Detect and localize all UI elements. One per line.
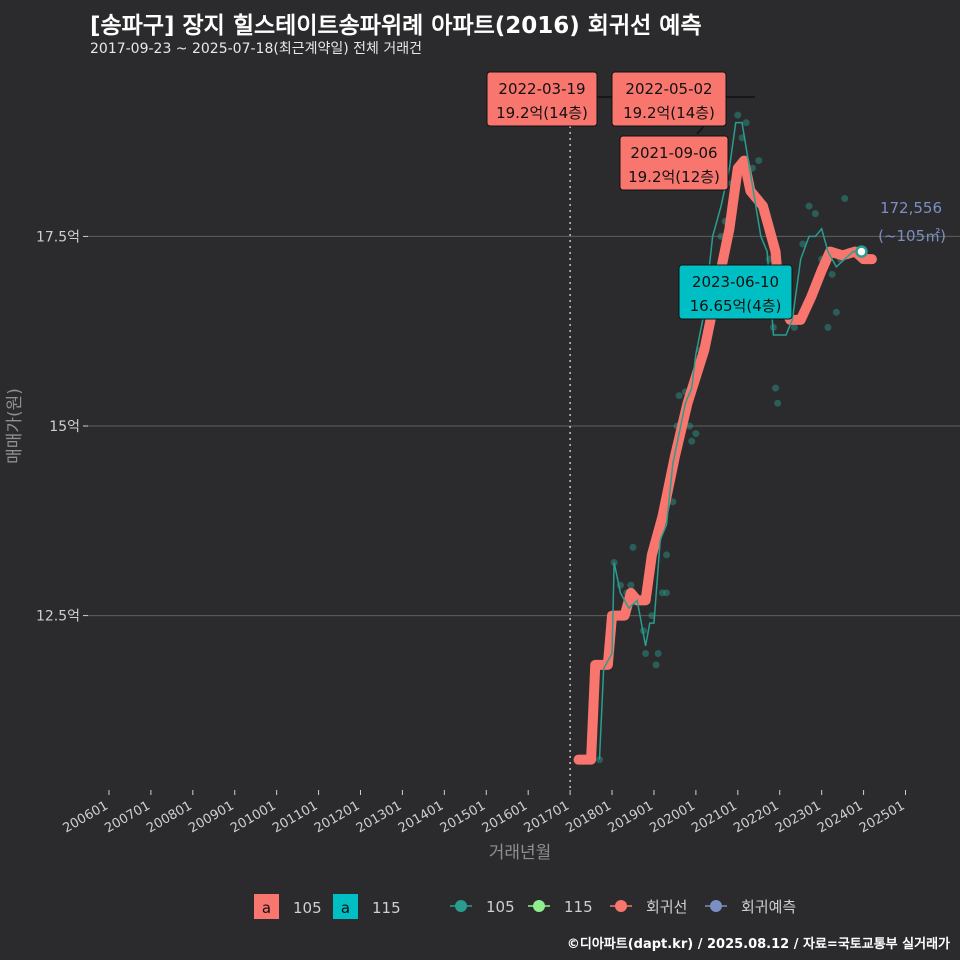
annotation-box [678, 264, 793, 320]
x-tick-label: 200801 [144, 798, 194, 836]
legend-point-key [615, 900, 627, 912]
legend-key-glyph: a [262, 899, 271, 917]
y-axis-title: 매매가(원) [5, 388, 25, 464]
y-tick-label: 17.5억 [36, 229, 80, 245]
scatter-point-105 [755, 157, 763, 165]
annotation-value: 16.65억(4층) [690, 297, 782, 315]
forecast-point [855, 245, 868, 258]
scatter-point-105 [627, 581, 635, 589]
annotation-date: 2021-09-06 [630, 144, 717, 162]
annotation-box [619, 135, 729, 191]
annotation-box [611, 71, 727, 127]
legend-label: 105 [293, 899, 322, 917]
scatter-point-105 [652, 661, 660, 669]
scatter-point-105 [774, 399, 782, 407]
legend-label: 115 [372, 899, 401, 917]
x-tick-label: 202301 [773, 798, 823, 836]
legend-point-key [455, 900, 467, 912]
scatter-point-105 [828, 270, 836, 278]
scatter-point-105 [832, 308, 840, 316]
chart-subtitle: 2017-09-23 ~ 2025-07-18(최근계약일) 전체 거래건 [90, 41, 422, 57]
forecast-value-label: 172,556 [880, 199, 942, 217]
x-tick-label: 201101 [270, 798, 320, 836]
y-tick-label: 15억 [49, 419, 80, 435]
scatter-point-105 [805, 202, 813, 210]
x-tick-label: 201301 [354, 798, 404, 836]
x-tick-label: 200701 [102, 798, 152, 836]
scatter-point-105 [663, 589, 671, 597]
scatter-point-105 [686, 422, 694, 430]
scatter-point-105 [648, 612, 656, 620]
legend-key-area [333, 894, 358, 919]
x-tick-label: 202501 [857, 798, 907, 836]
legend-point-key [533, 900, 545, 912]
scatter-point-105 [742, 119, 750, 127]
x-tick-label: 201801 [564, 798, 614, 836]
x-tick-label: 201501 [438, 798, 488, 836]
scatter-point-105 [734, 111, 742, 119]
x-tick-label: 202201 [731, 798, 781, 836]
x-tick-label: 200601 [60, 798, 110, 836]
scatter-point-105 [790, 323, 798, 331]
annotation-value: 19.2억(14층) [496, 104, 588, 122]
legend-label: 회귀예측 [741, 898, 796, 916]
scatter-point-105 [629, 543, 637, 551]
legend-key-glyph: a [341, 899, 350, 917]
legend-label: 115 [564, 898, 593, 916]
annotation-date: 2022-03-19 [498, 80, 585, 98]
regression-line [573, 155, 877, 765]
x-tick-label: 201701 [522, 798, 572, 836]
x-tick-label: 201001 [228, 798, 278, 836]
annotation-date: 2022-05-02 [625, 80, 712, 98]
legend-label: 회귀선 [646, 898, 687, 916]
annotation-box [486, 71, 598, 127]
scatter-point-105 [692, 430, 700, 438]
scatter-point-105 [841, 195, 849, 202]
legend-label: 105 [486, 898, 515, 916]
scatter-point-105 [669, 498, 677, 506]
scatter-point-105 [675, 392, 683, 400]
x-tick-label: 200901 [186, 798, 236, 836]
annotation-value: 19.2억(14층) [623, 104, 715, 122]
legend-key-area [254, 894, 279, 919]
scatter-point-105 [772, 384, 780, 392]
scatter-point-105 [811, 210, 819, 218]
scatter-point-105 [688, 437, 696, 445]
x-tick-label: 202101 [689, 798, 739, 836]
y-tick-label: 12.5억 [36, 609, 80, 625]
x-tick-label: 202001 [647, 798, 697, 836]
x-tick-label: 202401 [815, 798, 865, 836]
source-caption: ©디아파트(dapt.kr) / 2025.08.12 / 자료=국토교통부 실… [566, 937, 950, 952]
forecast-area-label: (~105㎡) [878, 227, 946, 245]
annotation-date: 2023-06-10 [692, 273, 779, 291]
annotation-value: 19.2억(12층) [628, 168, 720, 186]
scatter-point-105 [799, 240, 807, 248]
x-axis-title: 거래년월 [489, 843, 552, 863]
chart-title: [송파구] 장지 힐스테이트송파위례 아파트(2016) 회귀선 예측 [90, 13, 702, 39]
legend-point-key [710, 900, 722, 912]
scatter-point-105 [642, 650, 650, 657]
x-tick-label: 201901 [605, 798, 655, 836]
x-tick-label: 201601 [480, 798, 530, 836]
scatter-point-105 [658, 589, 666, 597]
scatter-point-105 [654, 650, 662, 657]
scatter-point-105 [663, 551, 671, 559]
x-tick-label: 201201 [312, 798, 362, 836]
scatter-point-105 [824, 323, 832, 331]
x-tick-label: 201401 [396, 798, 446, 836]
